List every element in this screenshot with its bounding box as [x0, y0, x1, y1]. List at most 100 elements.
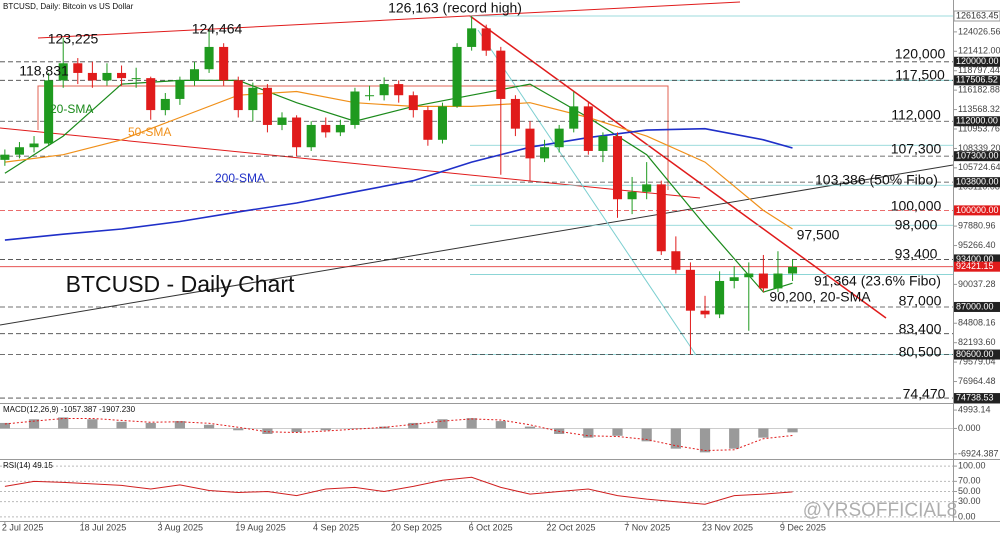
macd-bar [729, 428, 740, 449]
level-label: 120000.00 [956, 56, 999, 66]
annotation: 100,000 [891, 198, 942, 214]
annotation: 80,500 [899, 344, 942, 360]
sma-label: 20-SMA [50, 102, 93, 116]
candle-body [204, 46, 214, 70]
candle-body [87, 72, 97, 81]
y-tick-label: 82193.60 [958, 337, 996, 347]
x-tick-label: 7 Nov 2025 [624, 522, 670, 532]
level-box [954, 177, 1000, 188]
candle-body [758, 273, 768, 289]
level-box [954, 349, 1000, 360]
pane-title: MACD(12,26,9) -1057.387 -1907.230 [3, 405, 136, 414]
annotation: 97,500 [797, 227, 840, 243]
level-label: 107300.00 [956, 151, 999, 161]
candle-body [73, 63, 83, 73]
macd-bar [58, 417, 69, 429]
candle-body [671, 251, 681, 270]
drawings [0, 1, 954, 356]
y-tick-label: 118797.44 [958, 65, 1000, 75]
y-tick-label: 79579.04 [958, 356, 996, 366]
annotation: 126,163 (record high) [388, 0, 522, 16]
level-box [954, 393, 1000, 404]
candle-body [44, 80, 54, 144]
candle-body [292, 117, 302, 148]
macd-bar [699, 428, 711, 453]
candle-body [773, 273, 783, 289]
candle-body [744, 273, 754, 278]
y-tick-label: 113568.32 [958, 104, 1000, 114]
macd-bar [87, 419, 98, 429]
candle-body [14, 147, 24, 155]
level-box [954, 261, 1000, 272]
macd-bar [612, 428, 623, 436]
candle-body [365, 95, 375, 97]
macd-bar [0, 422, 10, 429]
macd-bar [203, 424, 215, 429]
fibo-trend [477, 29, 697, 356]
annotation: 87,000 [899, 293, 942, 309]
candle-body [642, 184, 652, 192]
candle-body [131, 78, 141, 80]
candle-body [306, 124, 316, 148]
y-tick-label: -6924.387 [958, 448, 999, 458]
candle-body [598, 136, 608, 151]
y-tick-label: 0.000 [958, 423, 981, 433]
y-tick-label: 90037.28 [958, 279, 996, 289]
annotation: 90,200, 20-SMA [769, 289, 871, 305]
level-box [954, 254, 1000, 265]
x-tick-label: 9 Dec 2025 [780, 522, 826, 532]
macd-bar [291, 428, 302, 433]
candle-body [160, 98, 170, 111]
macd-bar [28, 419, 40, 429]
y-tick-label: 84808.16 [958, 318, 996, 328]
candle-body [437, 106, 447, 140]
watermark: @YRSOFFICIAL8 [803, 500, 957, 521]
level-label: 74738.53 [956, 392, 994, 402]
y-tick-label: 110953.76 [958, 123, 1000, 133]
level-box [954, 75, 1000, 86]
level-label: 80600.00 [956, 349, 994, 359]
y-tick-label: 124026.56 [958, 26, 1000, 36]
candle-body [175, 80, 185, 99]
candle-body [350, 91, 360, 125]
candle-body [277, 117, 287, 125]
sma-line [4, 127, 793, 241]
annotation: 117,500 [895, 67, 945, 83]
x-tick-label: 18 Jul 2025 [80, 522, 127, 532]
candle-body [510, 98, 520, 129]
y-tick-label: 97880.96 [958, 221, 996, 231]
x-tick-label: 19 Aug 2025 [235, 522, 286, 532]
level-label: 87000.00 [956, 301, 994, 311]
annotation: 93,400 [895, 246, 938, 262]
macd-bar [495, 421, 506, 429]
candle-body [117, 72, 127, 79]
rsi-line [4, 476, 793, 505]
candle-body [146, 78, 156, 111]
candle-body [715, 280, 725, 315]
annotation: 91,364 (23.6% Fibo) [814, 273, 941, 289]
macd-bar [320, 428, 331, 431]
y-tick-label: 116182.88 [958, 85, 1000, 95]
candle-body [379, 84, 389, 96]
candle-body [540, 147, 550, 159]
candle-body [788, 266, 798, 274]
uptrend-line [0, 164, 954, 326]
candle-body [219, 46, 229, 81]
candle-body [58, 63, 68, 81]
annotation: 120,000 [895, 46, 946, 62]
macd-bar [670, 428, 681, 449]
candle-body [656, 184, 666, 252]
candle-body [481, 28, 491, 51]
x-tick-label: 22 Oct 2025 [546, 522, 595, 532]
level-label: 92421.15 [956, 261, 994, 271]
level-box [953, 10, 1000, 22]
y-tick-label: 76964.48 [958, 376, 996, 386]
macd-bar [233, 428, 244, 431]
y-tick-label: 30.00 [958, 496, 981, 506]
annotation: 74,470 [903, 386, 946, 402]
annotation: 103,386 (50% Fibo) [815, 172, 938, 188]
level-label: 126163.45 [956, 10, 999, 20]
candle-body [525, 128, 535, 159]
candle-body [394, 84, 404, 96]
